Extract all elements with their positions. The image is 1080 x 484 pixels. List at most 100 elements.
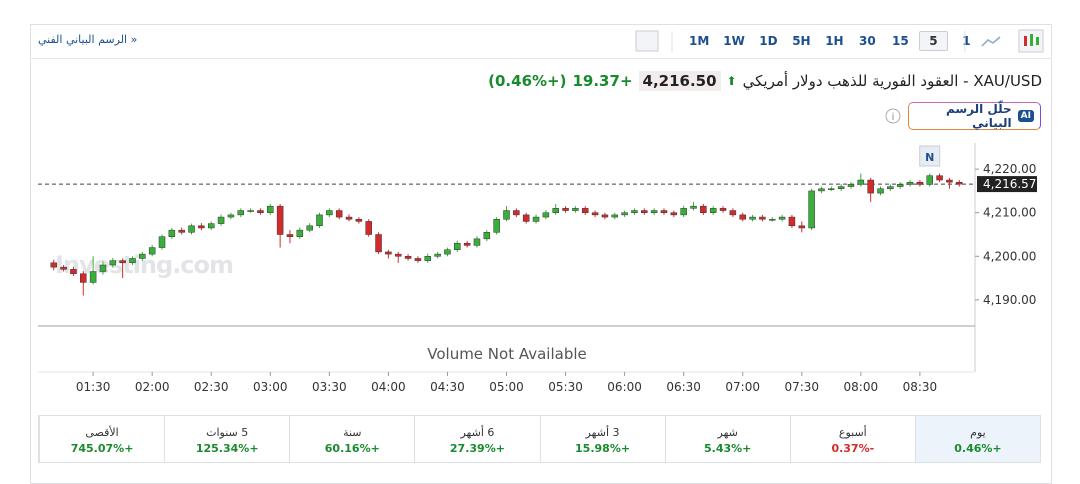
candle-body bbox=[50, 262, 57, 268]
line-chart-icon[interactable] bbox=[981, 36, 1001, 47]
candle-body bbox=[355, 219, 363, 222]
y-tick-label: 4,210.00 bbox=[983, 206, 1036, 220]
x-tick-label: 01:30 bbox=[76, 380, 111, 394]
performance-cell: يوم +0.46% bbox=[914, 416, 1040, 462]
candle-body bbox=[837, 186, 845, 189]
toolbar: الرسم البياني الفني » 1M 1W 1D 5H 1H 30 15 5 1 bbox=[30, 24, 1052, 59]
candle-body bbox=[454, 242, 461, 250]
period-label: يوم bbox=[970, 426, 986, 439]
candle-body bbox=[847, 184, 855, 187]
candle-body bbox=[719, 208, 727, 211]
candle-body bbox=[828, 188, 835, 190]
x-tick-label: 06:00 bbox=[607, 380, 642, 394]
info-icon-i: i bbox=[892, 112, 895, 123]
candle-body bbox=[572, 208, 579, 211]
interval-button[interactable]: 1D bbox=[759, 34, 778, 48]
candle-body bbox=[660, 210, 668, 213]
interval-button[interactable]: 5H bbox=[792, 34, 811, 48]
performance-cell: 6 أشهر +27.39% bbox=[414, 416, 539, 462]
candle-body bbox=[680, 208, 687, 216]
candle-body bbox=[808, 190, 815, 229]
candle-body bbox=[709, 208, 717, 213]
interval-button[interactable]: 5 bbox=[918, 31, 948, 51]
performance-cell: أسبوع -0.37% bbox=[789, 416, 915, 462]
interval-button[interactable]: 30 bbox=[859, 34, 876, 48]
interval-button[interactable]: 1M bbox=[689, 34, 710, 48]
candle-body bbox=[267, 205, 274, 213]
candle-body bbox=[286, 234, 294, 237]
candle-body bbox=[887, 186, 894, 189]
candle-body bbox=[139, 253, 146, 259]
candle-body bbox=[148, 247, 156, 255]
x-tick-label: 07:30 bbox=[784, 380, 819, 394]
ai-icon: AI bbox=[1017, 110, 1034, 122]
instrument-title: XAU/USD - العقود الفورية للذهب دولار أمر… bbox=[742, 72, 1042, 90]
ai-label: حلّل الرسم البياني bbox=[945, 102, 1012, 130]
candle-body bbox=[385, 251, 392, 255]
candle-body bbox=[956, 181, 963, 185]
period-change: +27.39% bbox=[449, 442, 505, 455]
technical-chart-link[interactable]: الرسم البياني الفني » bbox=[38, 33, 138, 46]
change: +19.37 bbox=[572, 72, 633, 90]
candle-body bbox=[345, 216, 353, 220]
candle-body bbox=[326, 210, 333, 216]
period-change: +5.43% bbox=[703, 442, 752, 455]
info-icon bbox=[885, 108, 901, 124]
candle-body bbox=[552, 208, 559, 213]
candle-body bbox=[227, 214, 235, 218]
period-label: 5 سنوات bbox=[206, 426, 249, 439]
x-tick-label: 06:30 bbox=[666, 380, 701, 394]
candle-body bbox=[335, 210, 343, 218]
candle-body bbox=[207, 223, 215, 229]
candle-icon-part bbox=[1030, 34, 1033, 46]
candle-body bbox=[581, 208, 589, 213]
ai-analyze-button[interactable]: AI حلّل الرسم البياني bbox=[908, 102, 1041, 130]
candle-body bbox=[798, 225, 806, 229]
interval-button[interactable]: 1H bbox=[825, 34, 844, 48]
candle-body bbox=[936, 175, 943, 181]
last-price-box bbox=[977, 176, 1037, 193]
performance-cell: شهر +5.43% bbox=[664, 416, 790, 462]
candle-body bbox=[788, 216, 796, 227]
candle-body bbox=[522, 214, 530, 222]
candle-body bbox=[365, 221, 372, 235]
candle-body bbox=[99, 264, 107, 272]
candle-icon-part bbox=[1036, 37, 1039, 45]
candle-body bbox=[375, 234, 382, 253]
candle-body bbox=[818, 188, 825, 192]
candle-body bbox=[896, 184, 904, 187]
x-tick-label: 08:30 bbox=[903, 380, 938, 394]
candle-body bbox=[857, 179, 865, 185]
candle-body bbox=[562, 208, 569, 211]
quote-row: XAU/USD - العقود الفورية للذهب دولار أمر… bbox=[488, 71, 1042, 91]
candle-body bbox=[611, 214, 619, 218]
candle-body bbox=[739, 214, 746, 220]
candle-body bbox=[424, 256, 432, 261]
interval-button[interactable]: 15 bbox=[892, 34, 909, 48]
candle-body bbox=[601, 214, 609, 218]
candle-body bbox=[877, 188, 884, 194]
x-tick-label: 04:00 bbox=[371, 380, 406, 394]
candle-body bbox=[404, 256, 412, 259]
candle-body bbox=[414, 258, 422, 261]
candle-body bbox=[168, 229, 176, 237]
up-arrow: ⬆ bbox=[726, 74, 737, 88]
performance-cell: الأقصى +745.07% bbox=[39, 416, 164, 462]
candle-icon-part bbox=[1024, 36, 1027, 46]
table-icon[interactable] bbox=[635, 30, 659, 52]
performance-cell: سنة +60.16% bbox=[289, 416, 414, 462]
interval-button[interactable]: 1 bbox=[962, 34, 971, 48]
candle-body bbox=[394, 253, 402, 257]
candle-body bbox=[906, 181, 914, 185]
x-tick-label: 04:30 bbox=[430, 380, 465, 394]
news-marker-box[interactable] bbox=[919, 145, 941, 167]
candle-body bbox=[237, 210, 245, 216]
interval-button[interactable]: 1W bbox=[723, 34, 745, 48]
x-tick-label: 07:00 bbox=[725, 380, 760, 394]
candle-body bbox=[778, 216, 786, 220]
candle-body bbox=[129, 258, 136, 264]
period-label: أسبوع bbox=[838, 426, 867, 439]
candle-body bbox=[276, 205, 284, 235]
